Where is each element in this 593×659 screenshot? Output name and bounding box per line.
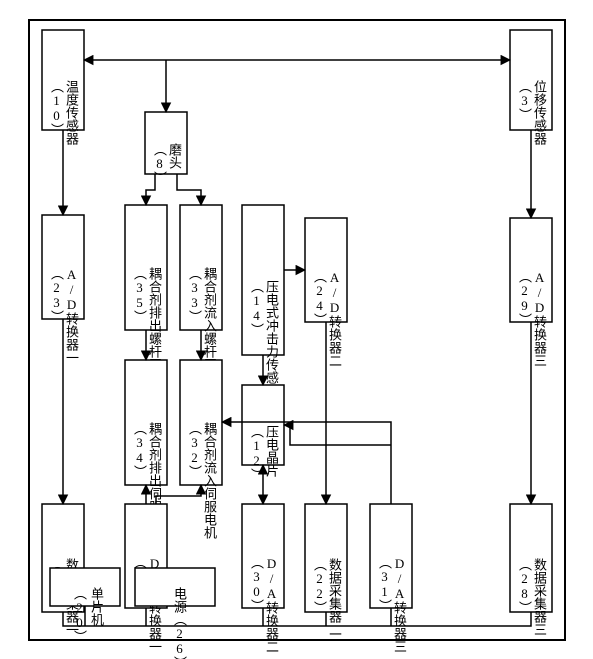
label-piezo-chip: 压电晶片 xyxy=(264,425,279,477)
label-coupler-in-pump: 耦合剂流入螺杆泵 xyxy=(202,267,217,371)
label-grind-head: 磨头 xyxy=(167,143,182,169)
label-ad1: A/D转换器一 xyxy=(64,267,79,364)
num-dc2: （22） xyxy=(312,558,327,614)
label-da3: D/A转换器三 xyxy=(392,556,407,653)
num-da2: （30） xyxy=(249,556,264,612)
num-ad2: （24） xyxy=(312,270,327,326)
node-grind-head: 磨头 （8） xyxy=(145,112,187,184)
label-ad3: A/D转换器三 xyxy=(532,270,547,367)
wire-da1-inmotor xyxy=(156,485,201,504)
wire-da3-chip xyxy=(284,425,391,445)
num-coupler-in-motor: （32） xyxy=(187,422,202,478)
num-coupler-out-motor: （34） xyxy=(132,422,147,478)
label-temp-sensor: 温度传感器 xyxy=(64,80,79,146)
label-coupler-out-pump: 耦合剂排出螺杆泵 xyxy=(147,267,162,371)
label-da2: D/A转换器二 xyxy=(264,556,279,653)
node-da3: D/A转换器三 （31） xyxy=(370,504,412,653)
label-dc3: 数据采集器三 xyxy=(532,558,547,636)
node-mcu: 单片机 （20） xyxy=(50,568,120,643)
num-temp-sensor: （10） xyxy=(49,80,64,136)
label-disp-sensor: 位移传感器 xyxy=(532,80,547,146)
num-piezo-chip: （12） xyxy=(249,425,264,481)
num-dc3: （28） xyxy=(517,558,532,614)
num-ad1: （23） xyxy=(49,267,64,323)
outer-frame xyxy=(29,20,565,640)
label-dc2: 数据采集器二 xyxy=(327,558,342,636)
num-ad3: （29） xyxy=(517,270,532,326)
num-coupler-out-pump: （35） xyxy=(132,267,147,323)
num-da3: （31） xyxy=(377,556,392,612)
label-power: 电源（26） xyxy=(172,587,187,659)
wire-bottom-bus xyxy=(63,612,531,626)
label-mcu: 单片机 xyxy=(89,587,104,627)
node-temp-sensor: 温度传感器 （10） xyxy=(42,30,84,146)
num-coupler-in-pump: （33） xyxy=(187,267,202,323)
node-coupler-in-motor: 耦合剂流入伺服电机 （32） xyxy=(180,360,222,540)
num-piezo-sensor: （14） xyxy=(249,280,264,336)
node-da2: D/A转换器二 （30） xyxy=(242,504,284,653)
label-ad2: A/D转换器二 xyxy=(327,270,342,367)
wire-grind-inpump xyxy=(177,174,201,205)
label-coupler-in-motor: 耦合剂流入伺服电机 xyxy=(202,422,217,540)
node-disp-sensor: 位移传感器 （3） xyxy=(510,30,552,146)
num-disp-sensor: （3） xyxy=(517,80,532,121)
label-piezo-sensor: 压电式冲击力传感器 xyxy=(264,280,279,398)
